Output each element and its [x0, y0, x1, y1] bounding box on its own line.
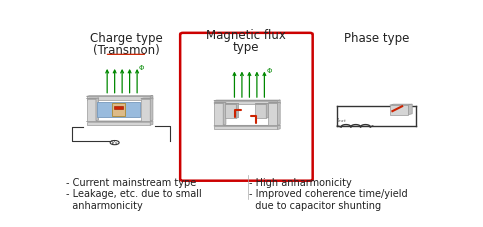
- Polygon shape: [86, 99, 96, 121]
- Text: - Current mainstream type: - Current mainstream type: [66, 178, 196, 188]
- Polygon shape: [390, 105, 409, 115]
- Polygon shape: [390, 104, 412, 105]
- Text: Charge type: Charge type: [89, 32, 162, 45]
- Text: Φ: Φ: [139, 65, 144, 71]
- Polygon shape: [150, 121, 153, 125]
- Text: $V_s$: $V_s$: [111, 138, 119, 147]
- Polygon shape: [86, 96, 150, 100]
- Polygon shape: [236, 104, 239, 118]
- Polygon shape: [277, 100, 280, 104]
- Polygon shape: [214, 100, 280, 101]
- Polygon shape: [223, 102, 226, 125]
- Bar: [97, 102, 140, 117]
- FancyBboxPatch shape: [180, 33, 313, 181]
- Polygon shape: [266, 104, 269, 118]
- Polygon shape: [86, 122, 150, 125]
- Polygon shape: [277, 125, 280, 129]
- Polygon shape: [150, 96, 153, 100]
- Text: Phase type: Phase type: [344, 32, 410, 45]
- Text: $I_{ext}$: $I_{ext}$: [336, 116, 347, 125]
- Bar: [114, 106, 123, 109]
- Polygon shape: [150, 98, 153, 121]
- Text: Φ: Φ: [266, 68, 271, 74]
- Polygon shape: [86, 121, 153, 122]
- Polygon shape: [96, 98, 99, 121]
- Polygon shape: [141, 99, 150, 121]
- Polygon shape: [214, 102, 226, 103]
- Polygon shape: [214, 101, 277, 104]
- Polygon shape: [86, 98, 99, 99]
- Polygon shape: [277, 102, 280, 125]
- Text: - High anharmonicity: - High anharmonicity: [249, 178, 352, 188]
- Polygon shape: [268, 102, 280, 103]
- Text: - Improved coherence time/yield
  due to capacitor shunting: - Improved coherence time/yield due to c…: [249, 189, 408, 210]
- Bar: [112, 103, 125, 116]
- Polygon shape: [225, 104, 236, 118]
- Text: Magnetic flux: Magnetic flux: [206, 29, 285, 42]
- Polygon shape: [214, 126, 277, 129]
- Polygon shape: [214, 125, 280, 126]
- Polygon shape: [255, 104, 266, 118]
- Polygon shape: [214, 103, 223, 125]
- Circle shape: [110, 141, 119, 145]
- Polygon shape: [409, 104, 412, 115]
- Text: type: type: [232, 41, 259, 54]
- Polygon shape: [268, 103, 277, 125]
- Text: (Transmon): (Transmon): [93, 44, 159, 57]
- Text: - Leakage, etc. due to small
  anharmonicity: - Leakage, etc. due to small anharmonici…: [66, 189, 202, 210]
- Polygon shape: [141, 98, 153, 99]
